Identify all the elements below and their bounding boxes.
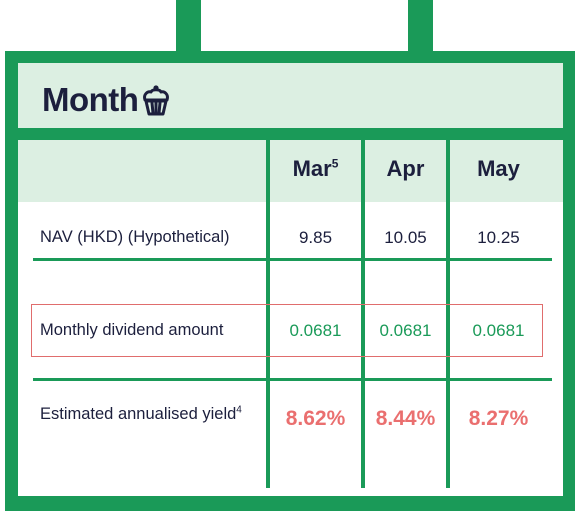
column-header-band xyxy=(18,140,563,202)
cupcake-icon xyxy=(141,83,171,117)
cell-yield-mar: 8.62% xyxy=(285,407,346,430)
column-header-label: Apr xyxy=(386,156,425,181)
cell-dividend-mar: 0.0681 xyxy=(289,321,342,340)
cell-dividend-may: 0.0681 xyxy=(472,321,525,340)
page-title-text: Month xyxy=(42,81,139,118)
row-label-nav: NAV (HKD) (Hypothetical) xyxy=(40,228,230,246)
top-hanger-right xyxy=(408,0,433,56)
col-divider-1 xyxy=(266,140,270,488)
cell-nav-may: 10.25 xyxy=(477,228,520,247)
row-label-yield: Estimated annualised yield4 xyxy=(40,405,242,424)
column-header-label: Mar xyxy=(292,156,332,181)
cell-yield-may: 8.27% xyxy=(468,407,529,430)
cell-dividend-apr: 0.0681 xyxy=(379,321,432,340)
row-label-yield-text: Estimated annualised yield xyxy=(40,405,237,423)
col-divider-2 xyxy=(361,140,365,488)
cell-nav-apr: 10.05 xyxy=(384,228,427,247)
row-label-dividend: Monthly dividend amount xyxy=(40,321,224,339)
title-band xyxy=(18,63,563,128)
column-header-mar: Mar5 xyxy=(270,156,361,182)
column-header-label: May xyxy=(477,156,520,181)
footnote-marker: 5 xyxy=(331,156,339,171)
highlight-box xyxy=(31,304,543,357)
cell-nav-mar: 9.85 xyxy=(298,228,333,247)
col-divider-3 xyxy=(446,140,450,488)
column-header-may: May xyxy=(450,156,547,182)
page-title: Month xyxy=(42,78,171,122)
footnote-marker: 4 xyxy=(236,404,242,416)
title-divider xyxy=(18,128,563,140)
top-hanger-left xyxy=(176,0,201,56)
column-header-apr: Apr xyxy=(365,156,446,182)
row-separator-1 xyxy=(33,258,552,261)
row-separator-2 xyxy=(33,378,552,381)
cell-yield-apr: 8.44% xyxy=(375,407,436,430)
